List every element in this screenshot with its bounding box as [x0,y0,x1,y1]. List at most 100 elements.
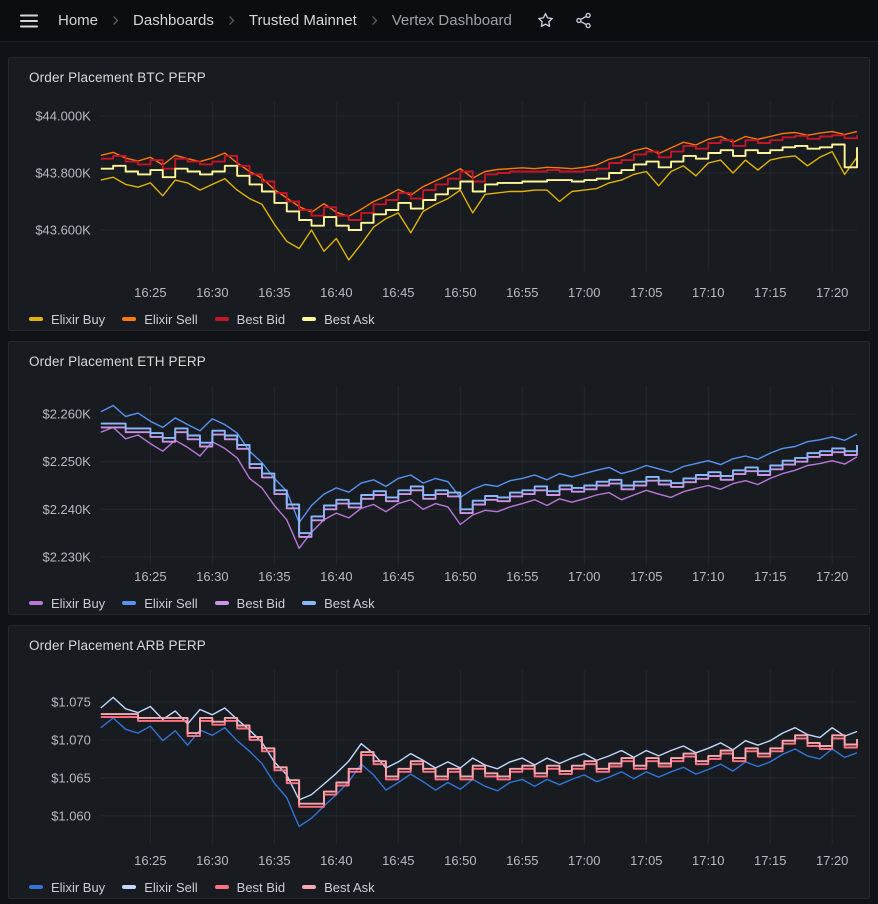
panel-title[interactable]: Order Placement BTC PERP [29,69,206,85]
series-elixir-sell [100,130,858,217]
hamburger-menu-icon[interactable] [12,4,46,38]
y-axis-label: $2.240K [43,502,92,517]
chart-legend: Elixir Buy Elixir Sell Best Bid Best Ask [9,308,869,330]
legend-item-elixir-sell[interactable]: Elixir Sell [122,311,198,327]
y-axis-label: $1.075 [51,694,91,709]
x-axis-label: 16:25 [134,285,166,300]
y-axis-label: $2.250K [43,454,92,469]
legend-item-best-ask[interactable]: Best Ask [302,880,375,895]
panel-title[interactable]: Order Placement ARB PERP [29,637,206,653]
series-elixir-sell [100,404,858,524]
nav-actions [536,11,593,30]
x-axis-label: 16:55 [506,285,538,300]
legend-item-elixir-buy[interactable]: Elixir Buy [29,312,105,327]
breadcrumb: Home Dashboards Trusted Mainnet Vertex D… [58,12,512,29]
axis-tick-labels: $2.260K $2.250K $2.240K $2.230K 16:25 16:30 16… [43,407,849,584]
chart-area: $1.075 $1.070 $1.065 $1.060 16:25 16:30 16:35 1… [9,664,869,876]
chevron-right-icon [368,14,381,27]
legend-label: Best Bid [236,879,286,895]
axis-tick-labels: $1.075 $1.070 $1.065 $1.060 16:25 16:30 16:35 1… [51,694,848,868]
legend-item-elixir-buy[interactable]: Elixir Buy [29,880,105,895]
legend-swatch-icon [214,601,229,605]
x-axis-label: 16:35 [258,569,290,584]
panel-title[interactable]: Order Placement ETH PERP [29,353,206,369]
legend-label: Elixir Sell [144,311,198,327]
time-series-chart-eth[interactable]: $2.260K $2.250K $2.240K $2.230K 16:25 16:30 16… [17,380,861,592]
x-axis-label: 17:10 [692,285,724,300]
x-axis-label: 17:00 [568,285,600,300]
series-best-ask [100,422,858,535]
legend-item-best-ask[interactable]: Best Ask [302,596,375,611]
legend-swatch-icon [29,317,43,321]
x-axis-label: 16:50 [444,285,476,300]
x-axis-label: 17:05 [630,853,662,868]
legend-item-elixir-sell[interactable]: Elixir Sell [122,879,198,895]
x-axis-label: 16:30 [196,285,228,300]
y-axis-label: $1.070 [51,732,91,747]
x-axis-label: 17:05 [630,569,662,584]
legend-swatch-icon [302,885,317,889]
series-best-ask [100,143,858,231]
chart-legend: Elixir Buy Elixir Sell Best Bid Best Ask [9,592,869,614]
series-elixir-buy [100,717,858,828]
x-axis-label: 16:50 [444,569,476,584]
legend-label: Elixir Sell [144,595,198,611]
chevron-right-icon [109,14,122,27]
legend-swatch-icon [122,317,137,321]
legend-label: Elixir Buy [51,595,106,611]
legend-item-best-ask[interactable]: Best Ask [302,312,375,327]
legend-swatch-icon [29,601,43,605]
legend-item-elixir-buy[interactable]: Elixir Buy [29,596,105,611]
x-axis-label: 16:30 [196,853,228,868]
axis-tick-labels: $44.000K $43.800K $43.600K 16:25 16:30 16:35 1… [35,108,848,300]
y-axis-label: $2.230K [43,549,92,564]
x-axis-label: 16:55 [506,569,538,584]
series-elixir-buy [100,150,858,261]
x-axis-label: 16:50 [444,853,476,868]
time-series-chart-arb[interactable]: $1.075 $1.070 $1.065 $1.060 16:25 16:30 16:35 1… [17,664,861,876]
x-axis-label: 16:25 [134,569,166,584]
x-axis-label: 17:20 [816,285,848,300]
legend-swatch-icon [122,601,137,605]
y-axis-label: $1.065 [51,770,91,785]
panel-order-placement-arb-perp: Order Placement ARB PERP $1.075 $1.070 $1.… [8,625,870,899]
x-axis-label: 16:25 [134,853,166,868]
legend-label: Best Ask [324,595,375,611]
x-axis-label: 17:10 [692,569,724,584]
legend-swatch-icon [302,317,317,321]
legend-swatch-icon [302,601,317,605]
x-axis-label: 17:20 [816,853,848,868]
star-icon[interactable] [536,11,555,30]
legend-swatch-icon [214,317,229,321]
grid-lines [100,386,858,565]
panel-order-placement-btc-perp: Order Placement BTC PERP $44.000K $43.800… [8,57,870,331]
series-lines [100,404,858,549]
x-axis-label: 16:55 [506,853,538,868]
legend-item-best-bid[interactable]: Best Bid [214,311,286,327]
legend-item-best-bid[interactable]: Best Bid [214,879,286,895]
chart-area: $44.000K $43.800K $43.600K 16:25 16:30 16:35 1… [9,96,869,308]
legend-item-elixir-sell[interactable]: Elixir Sell [122,595,198,611]
x-axis-label: 16:30 [196,569,228,584]
share-icon[interactable] [574,11,593,30]
series-lines [100,130,858,261]
grid-lines [100,102,858,271]
x-axis-label: 16:40 [320,569,352,584]
series-best-bid [100,716,858,808]
legend-item-best-bid[interactable]: Best Bid [214,596,285,611]
legend-swatch-icon [214,885,229,889]
x-axis-label: 17:15 [754,569,786,584]
x-axis-label: 16:45 [382,853,414,868]
breadcrumb-item-home[interactable]: Home [58,12,99,29]
panel-order-placement-eth-perp: Order Placement ETH PERP $2.260K $2.250K $… [8,341,870,615]
series-elixir-buy [100,426,858,549]
series-best-bid [100,134,858,221]
series-best-ask [100,713,858,805]
legend-label: Elixir Sell [144,879,198,895]
time-series-chart-btc[interactable]: $44.000K $43.800K $43.600K 16:25 16:30 16:35 1… [17,96,861,308]
legend-label: Best Bid [236,311,286,327]
x-axis-label: 16:35 [258,853,290,868]
breadcrumb-item-dashboards[interactable]: Dashboards [133,12,214,29]
y-axis-label: $43.600K [35,222,91,237]
breadcrumb-item-trusted-mainnet[interactable]: Trusted Mainnet [248,12,357,29]
